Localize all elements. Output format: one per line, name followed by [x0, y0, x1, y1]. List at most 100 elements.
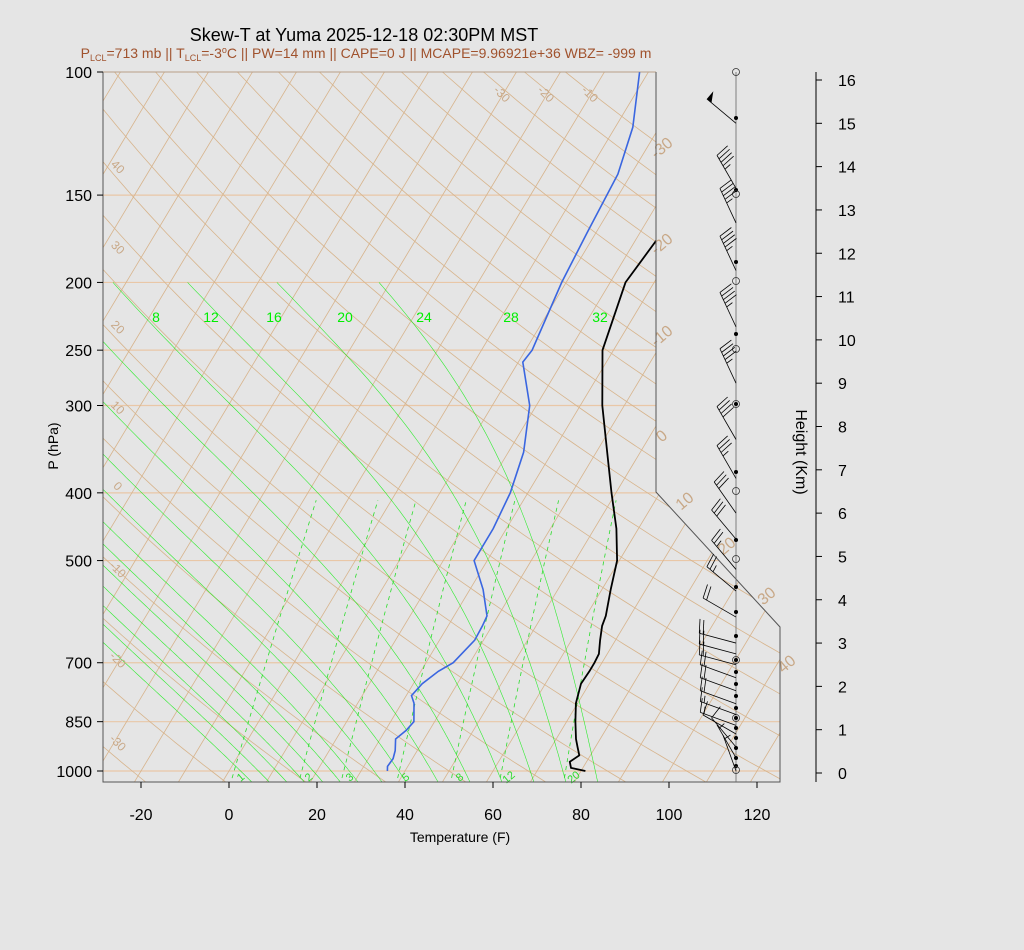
wind-barb-full	[713, 531, 724, 544]
height-tick-label: 0	[838, 766, 847, 783]
wind-level-dot	[734, 260, 738, 264]
height-tick-label: 13	[838, 203, 856, 220]
wind-barb-staff	[699, 632, 737, 644]
wind-barb-staff	[706, 566, 737, 592]
wind-level-dot	[734, 634, 738, 638]
wind-barb-staff	[706, 98, 737, 124]
wind-level-dot	[734, 716, 738, 720]
wind-barb-full	[711, 498, 721, 511]
isotherm-left-label: 20	[108, 318, 128, 338]
height-tick-label: 16	[838, 73, 856, 90]
wind-barb-full	[718, 148, 730, 160]
wind-level-dot	[734, 188, 738, 192]
y-tick-label: 850	[65, 715, 92, 732]
y-tick-label: 1000	[56, 764, 92, 781]
dry-adiabat-line	[103, 72, 780, 782]
wind-level-dot	[734, 538, 738, 542]
wind-level-dot	[734, 746, 738, 750]
x-tick-label: 60	[484, 807, 502, 824]
y-tick-label: 300	[65, 399, 92, 416]
dry-adiabat-line	[208, 72, 780, 782]
wind-barb-full	[716, 145, 728, 156]
mixing-ratio-line	[395, 500, 467, 782]
wind-level-dot	[734, 332, 738, 336]
mixing-ratio-line	[229, 500, 317, 782]
wind-barb-full	[724, 350, 737, 360]
wind-barb-staff	[719, 188, 737, 224]
isotherm-label: -10	[579, 83, 601, 105]
wind-level-dot	[734, 682, 738, 686]
isotherm-left-label: -20	[107, 649, 129, 671]
wind-barb-staff	[699, 654, 737, 666]
dry-adiabat-line	[103, 72, 392, 782]
wind-barb-half	[703, 695, 706, 703]
wind-barb	[713, 471, 737, 514]
wind-barb-full	[698, 640, 701, 655]
wind-barb	[719, 179, 737, 224]
y-tick-label: 250	[65, 343, 92, 360]
chart-subtitle: PLCL=713 mb || TLCL=-3oC || PW=14 mm || …	[81, 45, 652, 63]
wind-barb-half	[726, 358, 733, 364]
x-tick-label: 80	[572, 807, 590, 824]
height-tick-label: 2	[838, 679, 847, 696]
wind-barb-full	[719, 339, 732, 350]
dry-adiabat-line	[407, 72, 780, 782]
isotherm-right-label: 40	[775, 652, 800, 677]
y-tick-label: 400	[65, 486, 92, 503]
wind-barb-full	[723, 347, 735, 357]
wind-barb-staff	[700, 690, 737, 705]
isotherm-line	[747, 72, 780, 782]
temperature-profile-line	[568, 72, 780, 772]
height-tick-label: 15	[838, 116, 856, 133]
moist-adiabat-line	[103, 282, 385, 782]
dry-adiabat-line	[103, 72, 780, 782]
wind-barb-full	[711, 528, 721, 541]
isotherm-label: -20	[535, 83, 557, 105]
isotherm-line	[527, 72, 780, 782]
moist-adiabat-line	[378, 282, 599, 782]
wind-barb-staff	[700, 711, 737, 726]
moist-adiabat-line	[112, 282, 504, 782]
height-tick-label: 7	[838, 463, 847, 480]
isotherm-line	[103, 72, 228, 782]
dry-adiabat-line	[103, 72, 312, 782]
thermo-grid	[0, 40, 780, 786]
wind-barb	[719, 227, 737, 271]
wind-level-circle	[732, 555, 740, 563]
moist-adiabat-line	[103, 282, 291, 782]
moist-adiabat-line	[103, 282, 327, 782]
wind-barb-full	[723, 290, 735, 301]
mixing-ratio-line	[498, 500, 559, 782]
wind-barb-full	[718, 439, 730, 450]
wind-barb-full	[706, 586, 712, 601]
wind-barb-full	[699, 698, 703, 713]
wind-barb-staff	[711, 717, 737, 748]
wind-barb-half	[722, 450, 729, 457]
wind-level-dot	[734, 116, 738, 120]
wind-barb-full	[699, 676, 703, 691]
moist-adiabat-line	[103, 282, 362, 782]
wind-barb-full	[703, 677, 707, 693]
wind-barb-full	[702, 630, 705, 646]
isotherm-line	[103, 72, 272, 782]
wind-barb-full	[702, 584, 708, 599]
wind-barb-full	[703, 651, 707, 667]
dry-adiabat-line	[487, 72, 780, 782]
height-tick-label: 6	[838, 506, 847, 523]
wind-barb	[698, 629, 737, 655]
moist-adiabat-line	[103, 282, 473, 782]
isotherm-line	[0, 40, 8, 786]
y-tick-label: 500	[65, 554, 92, 571]
dry-adiabat-line	[128, 72, 780, 782]
wind-barb-full	[724, 238, 737, 248]
wind-level-circle	[732, 68, 740, 76]
height-axis-title: Height (Km)	[792, 409, 809, 494]
wind-barb-staff	[700, 664, 737, 679]
wind-barb	[706, 91, 737, 124]
isotherm-label: -30	[491, 83, 513, 105]
moist-adiabat-line	[103, 282, 256, 782]
plot-frame	[102, 71, 781, 783]
wind-barb-full	[722, 155, 734, 167]
isotherm-line	[483, 72, 780, 782]
wind-barb-full	[720, 442, 732, 453]
